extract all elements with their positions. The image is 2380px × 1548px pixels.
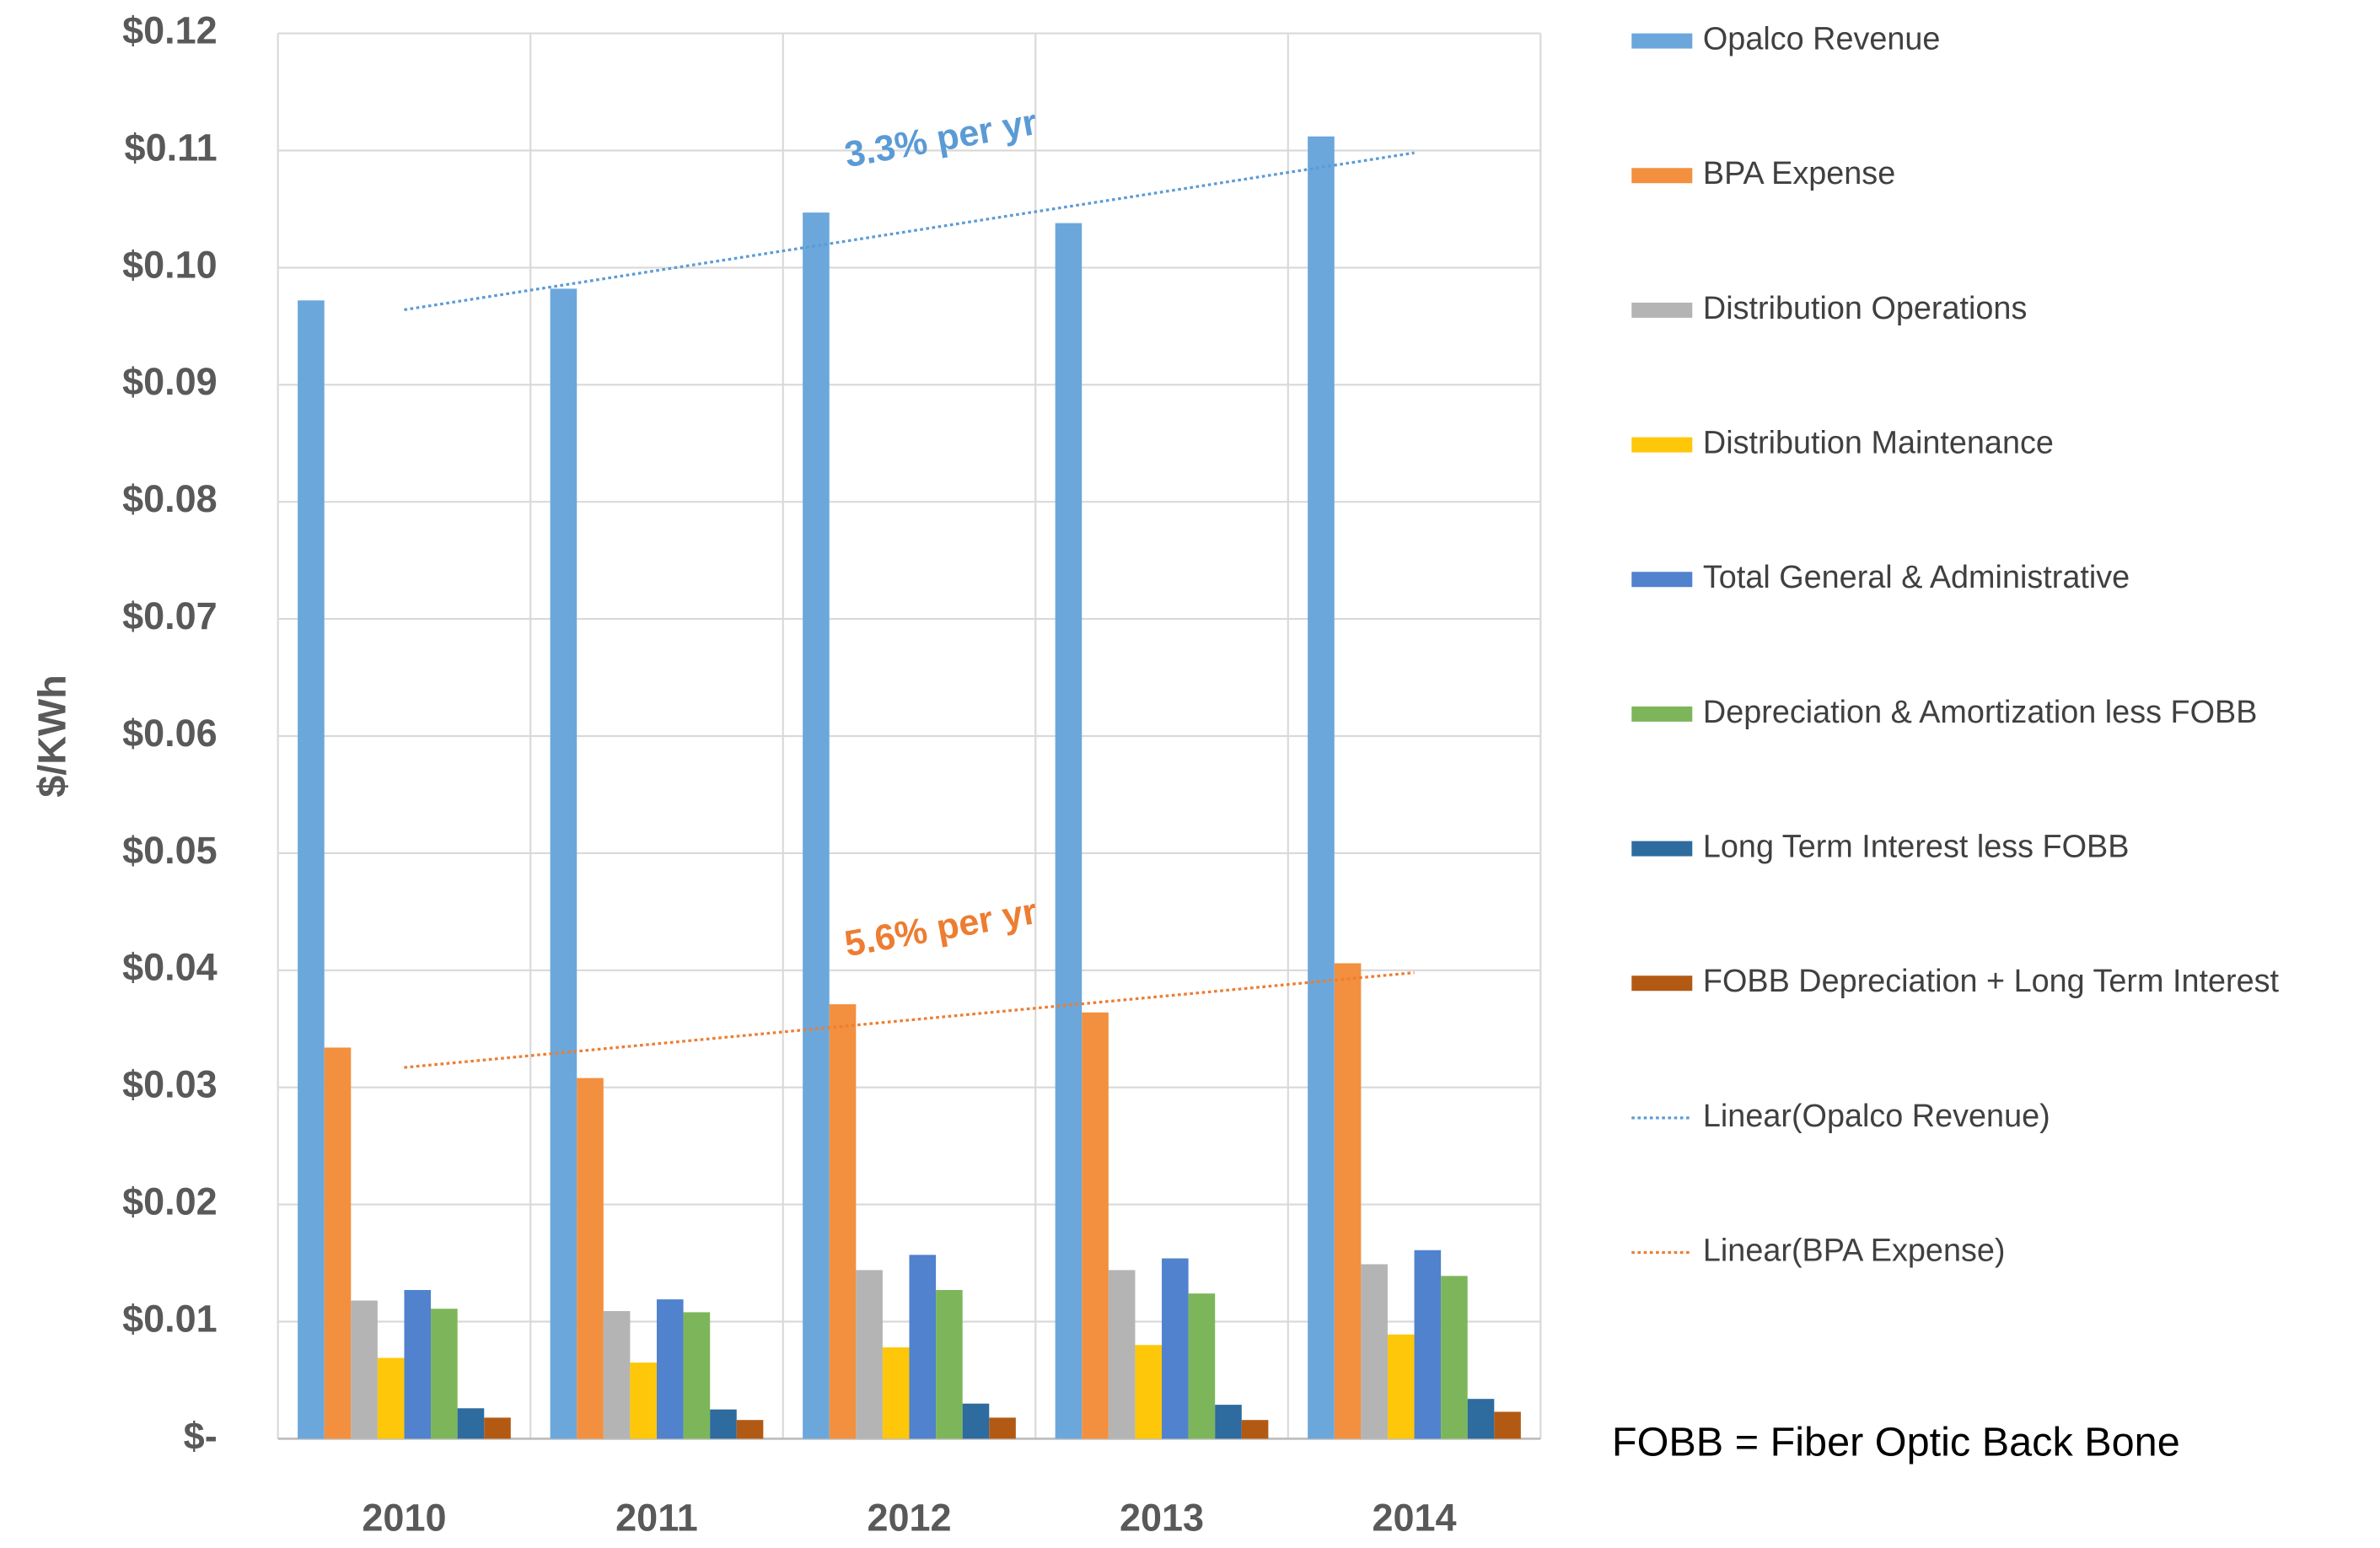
bar [909,1255,937,1439]
bar [829,1004,857,1439]
bar [1055,223,1083,1439]
legend-swatch [1631,841,1693,857]
y-tick-label: $0.11 [125,126,218,169]
bar [298,300,325,1439]
bar [1082,1012,1109,1439]
legend-label: Linear(BPA Expense) [1703,1234,2006,1269]
bar [936,1289,963,1439]
bar [630,1363,657,1439]
bar [882,1347,910,1439]
bar [1494,1411,1521,1439]
y-tick-label: $0.07 [122,594,218,637]
y-tick-label: $0.02 [122,1180,218,1223]
bar [989,1417,1016,1439]
trendline [404,151,1415,312]
trend-annotation: 5.6% per yr [841,891,1040,965]
legend-label: Depreciation & Amortization less FOBB [1703,695,2258,730]
y-tick-label: $0.01 [122,1297,218,1340]
legend-label: BPA Expense [1703,156,1895,191]
y-tick-label: $0.09 [122,360,218,403]
y-tick-label: $0.03 [122,1063,218,1106]
bar [1108,1270,1136,1439]
legend-swatch [1631,572,1693,588]
bar [1334,963,1362,1439]
trend-annotation: 3.3% per yr [841,102,1040,175]
bar [1215,1405,1242,1439]
bar [683,1312,711,1439]
bar [431,1309,458,1439]
bar [1467,1399,1495,1439]
y-tick-label: $0.06 [122,712,218,755]
x-tick-label: 2011 [615,1496,698,1539]
y-tick-label: $- [184,1414,218,1457]
bar [377,1357,405,1439]
bar [1188,1293,1216,1439]
legend-swatch [1631,976,1693,992]
legend-label: Linear(Opalco Revenue) [1703,1099,2050,1134]
legend-swatch [1631,437,1693,453]
bar [550,288,578,1439]
legend-label: Distribution Operations [1703,291,2027,326]
x-tick-label: 2013 [1120,1496,1204,1539]
bar [1241,1420,1269,1439]
legend-swatch [1631,33,1693,49]
y-axis-label: $/KWh [30,675,73,798]
y-tick-label: $0.05 [122,829,218,872]
y-tick-label: $0.12 [122,8,218,51]
x-tick-label: 2012 [867,1496,951,1539]
legend-label: FOBB Depreciation + Long Term Interest [1703,964,2280,999]
trendline [404,970,1415,1069]
y-tick-label: $0.08 [122,477,218,520]
bar [962,1403,990,1439]
legend-label: Distribution Maintenance [1703,426,2054,461]
bar [404,1289,432,1439]
legend-swatch [1631,302,1693,318]
y-tick-label: $0.10 [122,243,218,286]
bar [1308,136,1335,1439]
bar [1414,1250,1442,1439]
y-tick-label: $0.04 [122,946,218,989]
bar [1162,1258,1189,1439]
bar [803,212,830,1439]
bar [710,1409,737,1439]
legend-label: Opalco Revenue [1703,22,1941,57]
bar [351,1300,378,1439]
bar [656,1299,684,1439]
bar [1387,1334,1415,1439]
bar [856,1270,883,1439]
bar [457,1408,485,1439]
legend-label: Long Term Interest less FOBB [1703,830,2130,865]
bar [603,1310,631,1439]
bar [577,1078,604,1439]
bar [1361,1264,1388,1439]
bar [1441,1276,1468,1439]
bar [1135,1345,1163,1439]
legend-swatch [1631,706,1693,722]
legend-label: Total General & Administrative [1703,560,2130,595]
bar [736,1420,764,1439]
bar [324,1047,352,1439]
legend-swatch [1631,168,1693,184]
bar [484,1417,511,1439]
note: FOBB = Fiber Optic Back Bone [1612,1419,2180,1465]
x-tick-label: 2010 [362,1496,446,1539]
x-tick-label: 2014 [1372,1496,1456,1539]
